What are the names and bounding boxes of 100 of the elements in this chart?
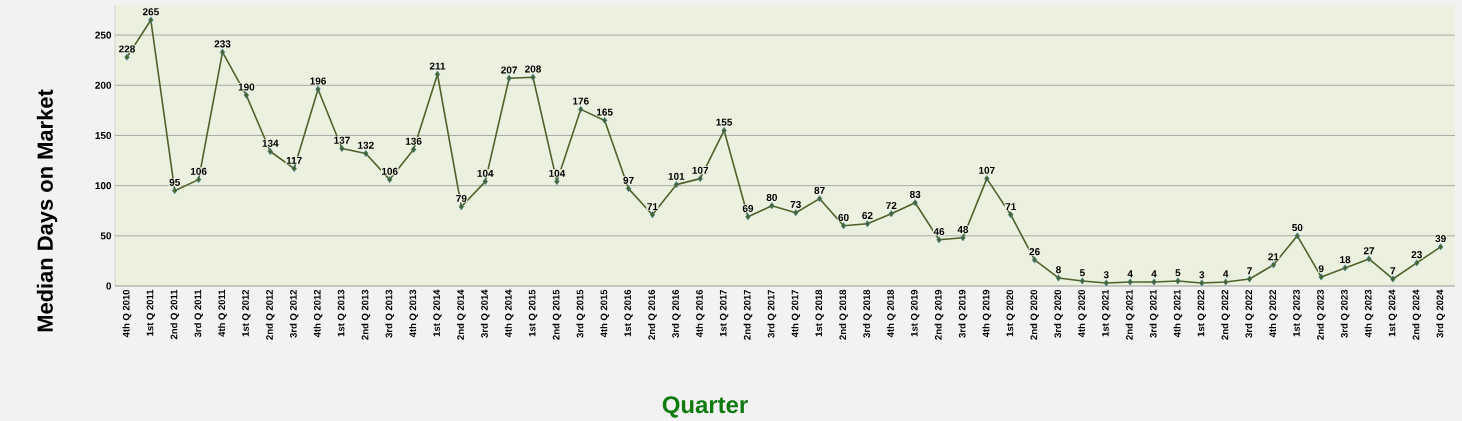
data-label: 233 <box>214 40 231 48</box>
x-tick-label: 3rd Q 2024 <box>1436 289 1445 338</box>
y-tick-label: 200 <box>95 81 112 89</box>
point <box>1438 243 1444 251</box>
x-tick-label: 1st Q 2022 <box>1197 289 1207 337</box>
data-label: 73 <box>790 200 801 208</box>
data-label: 106 <box>190 167 207 175</box>
x-tick-label: 1st Q 2012 <box>242 289 251 337</box>
y-tick-label: 0 <box>106 282 112 290</box>
point <box>172 187 178 195</box>
x-tick-label: 4th Q 2018 <box>886 289 896 338</box>
x-tick-label: 2nd Q 2020 <box>1030 289 1039 340</box>
point <box>1246 275 1253 283</box>
y-tick-label: 100 <box>95 182 112 190</box>
x-tick-label: 3rd Q 2014 <box>480 289 490 338</box>
data-label: 27 <box>1363 247 1375 255</box>
data-label: 71 <box>647 203 658 210</box>
data-label: 62 <box>862 211 873 220</box>
data-label: 265 <box>142 8 159 16</box>
point <box>315 85 321 93</box>
point <box>387 176 393 184</box>
data-label: 3 <box>1103 271 1109 279</box>
x-tick-label: 3rd Q 2019 <box>958 289 968 338</box>
y-tick-label: 250 <box>95 31 112 39</box>
data-label: 155 <box>716 118 733 126</box>
x-tick-label: 4th Q 2013 <box>409 289 418 338</box>
x-tick-label: 4th Q 2014 <box>504 289 514 338</box>
data-label: 7 <box>1247 267 1252 275</box>
x-tick-label: 2nd Q 2014 <box>456 289 466 340</box>
data-label: 69 <box>742 204 754 212</box>
point <box>148 16 154 24</box>
point <box>1294 232 1300 240</box>
point <box>506 74 512 82</box>
x-tick-label: 1st Q 2024 <box>1388 289 1398 337</box>
x-tick-label: 1st Q 2014 <box>433 289 442 337</box>
data-label: 208 <box>525 65 542 73</box>
data-label: 134 <box>262 139 279 147</box>
point <box>482 178 488 186</box>
point <box>267 148 273 155</box>
point <box>864 220 871 228</box>
data-label: 137 <box>334 136 350 144</box>
x-tick-label: 3rd Q 2017 <box>767 289 777 338</box>
point <box>291 165 297 173</box>
point <box>602 116 608 124</box>
data-label: 60 <box>838 213 849 222</box>
point <box>339 145 345 152</box>
point <box>697 175 703 183</box>
point <box>1103 279 1109 287</box>
point <box>1151 278 1157 286</box>
x-tick-label: 4th Q 2017 <box>791 289 801 338</box>
data-label: 71 <box>1005 203 1016 210</box>
data-label: 104 <box>477 169 494 177</box>
point <box>530 73 536 81</box>
data-label: 5 <box>1079 269 1085 277</box>
x-tick-label: 4th Q 2010 <box>122 289 132 338</box>
data-label: 95 <box>169 178 180 186</box>
x-tick-label: 3rd Q 2015 <box>576 289 586 338</box>
x-tick-label: 2nd Q 2011 <box>170 289 180 340</box>
point <box>649 211 656 219</box>
x-tick-label: 2nd Q 2022 <box>1221 289 1231 340</box>
data-label: 4 <box>1223 270 1229 278</box>
point <box>1414 259 1420 267</box>
data-label: 5 <box>1175 269 1181 277</box>
point <box>984 175 990 183</box>
x-tick-label: 2nd Q 2016 <box>648 289 657 340</box>
x-tick-label: 4th Q 2012 <box>313 289 323 338</box>
data-label: 80 <box>766 193 777 201</box>
data-label: 136 <box>405 137 422 145</box>
data-label: 9 <box>1318 265 1324 273</box>
x-tick-label: 4th Q 2022 <box>1269 289 1278 338</box>
data-label: 50 <box>1292 224 1303 232</box>
point <box>1318 273 1324 281</box>
point <box>1270 261 1277 269</box>
x-tick-label: 2nd Q 2013 <box>361 289 371 340</box>
point <box>1055 274 1062 282</box>
data-label: 3 <box>1199 271 1205 279</box>
data-label: 46 <box>933 228 945 236</box>
point <box>578 105 584 113</box>
data-label: 21 <box>1268 253 1279 261</box>
x-tick-label: 1st Q 2023 <box>1293 289 1302 337</box>
x-tick-label: 4th Q 2019 <box>982 289 992 338</box>
x-tick-label: 1st Q 2011 <box>146 289 156 336</box>
point <box>793 209 799 217</box>
x-tick-label: 2nd Q 2015 <box>552 289 562 340</box>
x-tick-label: 4th Q 2021 <box>1173 289 1183 338</box>
x-tick-label: 1st Q 2018 <box>815 289 824 337</box>
point <box>1127 278 1133 286</box>
data-label: 26 <box>1029 248 1040 256</box>
y-axis-title: Median Days on Market <box>36 89 58 332</box>
point <box>840 222 847 230</box>
data-label: 97 <box>623 176 634 184</box>
point <box>124 53 130 61</box>
x-tick-label: 1st Q 2017 <box>719 289 729 337</box>
x-tick-label: 3rd Q 2022 <box>1245 289 1254 338</box>
point <box>721 127 727 134</box>
data-label: 8 <box>1056 266 1061 274</box>
data-label: 79 <box>456 194 467 202</box>
point <box>1199 279 1205 287</box>
point <box>888 210 894 218</box>
point <box>1342 264 1348 272</box>
